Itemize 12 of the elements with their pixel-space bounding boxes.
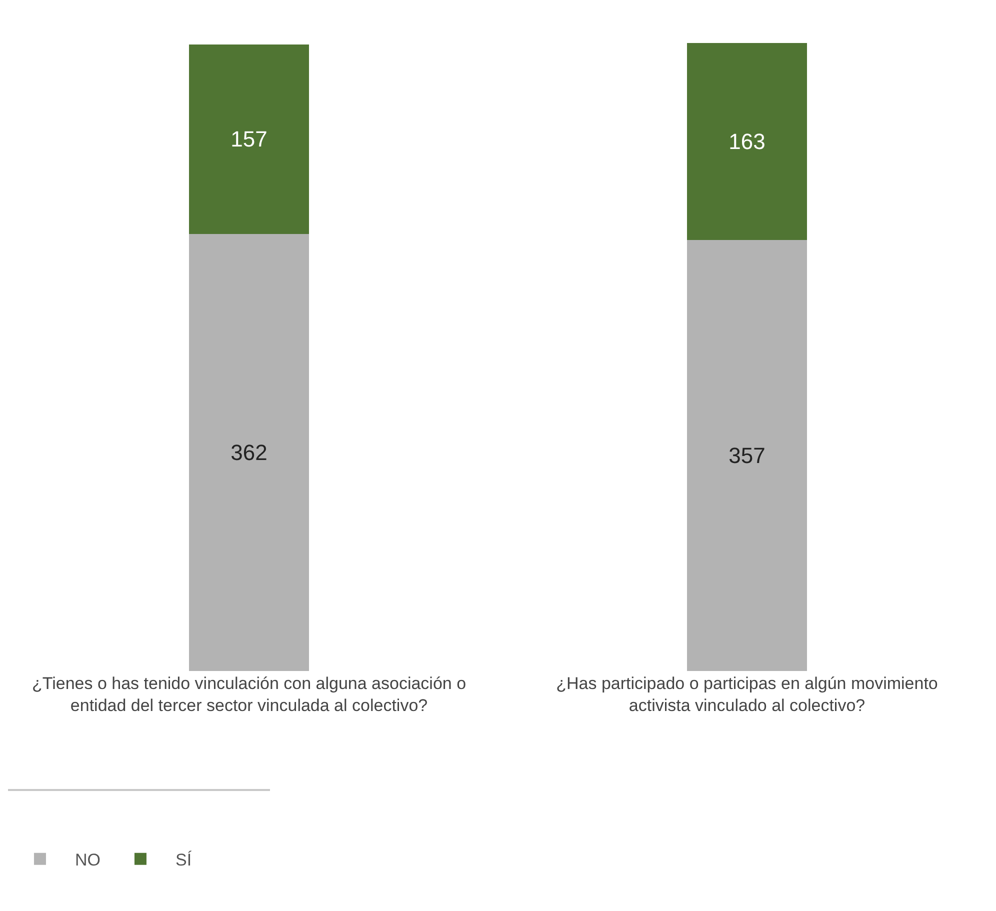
data-label: 157 [230, 126, 268, 152]
bar [189, 44, 309, 234]
bar [189, 234, 309, 671]
data-label: 357 [728, 442, 766, 468]
legend-label: NO [74, 850, 100, 870]
x-tick-label: ¿Tienes o has tenido vinculación con alguna asociación o entidad del tercer sector vinculada al colectivo? [32, 674, 466, 716]
data-label: 362 [230, 440, 268, 465]
x-tick-label: ¿Has participado o participas en algún movimiento activista vinculado al colectivo? [556, 674, 938, 716]
legend-label: SÍ [175, 850, 192, 870]
bar [687, 43, 807, 240]
bar [687, 240, 807, 671]
data-label: 163 [728, 128, 766, 154]
